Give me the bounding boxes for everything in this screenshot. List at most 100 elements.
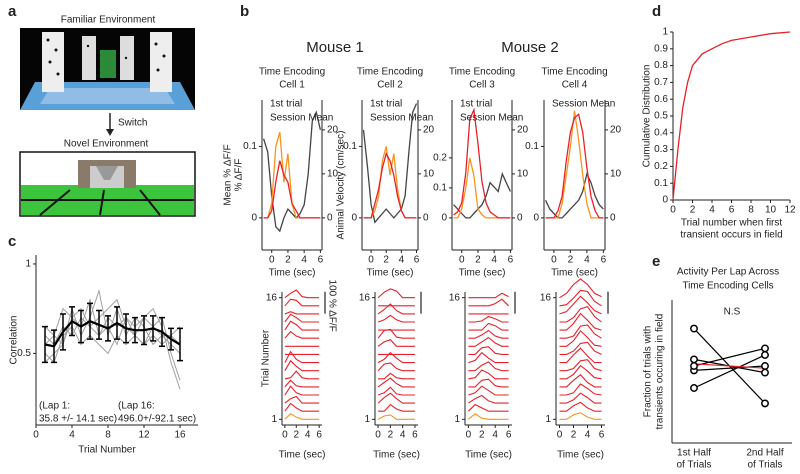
x-tick-label: 6	[599, 430, 605, 441]
trial-trace	[559, 305, 602, 323]
pair-line	[693, 365, 766, 371]
data-line	[44, 319, 181, 348]
y-tick-label: 0.9	[654, 43, 668, 54]
x-tick-label: 0	[375, 430, 381, 441]
chart-title: Time Encoding	[259, 67, 325, 78]
y-tick-label: 0.7	[654, 77, 668, 88]
trial-trace	[559, 295, 602, 315]
y-tick-label: 0	[251, 212, 257, 223]
env-label: Familiar Environment	[61, 15, 156, 26]
x-tick-label: 4	[399, 255, 405, 266]
y-tick-label: 0	[441, 213, 447, 224]
trial-trace	[468, 361, 509, 372]
y-tick-label: 16	[266, 292, 278, 303]
y-tick-label: 0	[533, 212, 539, 223]
mouse-label: Mouse 1	[306, 39, 364, 56]
trial-trace	[559, 383, 602, 396]
y-axis-label: Cumulative Distribution	[642, 65, 653, 168]
x-tick-label: 6	[318, 255, 324, 266]
trial-trace	[284, 313, 320, 323]
x-tick-label: 0	[466, 430, 472, 441]
arrow-label: Switch	[118, 118, 147, 129]
data-line	[44, 297, 181, 381]
x-tick-label: 2	[475, 255, 481, 266]
y-tick-label: 1	[662, 27, 668, 38]
y-tick-label: 20	[423, 125, 435, 136]
annotation: N.S	[724, 307, 741, 318]
y-tick-label: 0.4	[654, 127, 668, 138]
trial-trace	[377, 314, 415, 323]
trial-trace	[377, 392, 415, 404]
point	[761, 344, 769, 353]
chart-title: Cell 1	[279, 80, 305, 91]
x-tick-label: 0	[670, 205, 676, 216]
x-axis-label: Trial Number	[78, 445, 136, 456]
y-tick-label: 0	[351, 212, 357, 223]
trial-trace	[284, 330, 320, 339]
trial-trace	[284, 311, 320, 315]
y-tick-label: 0	[517, 213, 523, 224]
y-tick-label: 16	[540, 292, 552, 303]
y-tick-label: 20	[610, 125, 622, 136]
y-tick-label: 16	[359, 292, 371, 303]
trial-trace	[284, 298, 320, 307]
chart-title: Time Encoding Cells	[682, 281, 773, 292]
x-tick-label: 4	[69, 430, 75, 441]
x-tick-label: 6	[506, 430, 512, 441]
x-axis-label: Trial number when first	[681, 218, 783, 229]
y-tick-label: 0	[662, 195, 668, 206]
panel-label: c	[8, 233, 16, 250]
x-tick-label: 8	[105, 430, 111, 441]
trial-trace	[377, 328, 415, 339]
y-tick-label: 1	[271, 414, 277, 425]
trial-trace	[468, 385, 509, 396]
y2-axis-label: Animal Velocity (cm/sec)	[336, 131, 347, 240]
x-tick-label: 4	[491, 255, 497, 266]
trial-trace	[468, 351, 509, 364]
chart-title: Time Encoding	[449, 67, 515, 78]
chart-title: Cell 4	[562, 80, 588, 91]
x-tick-label: 4	[492, 430, 498, 441]
trial-trace	[284, 350, 320, 364]
y-axis-label: Fraction of trials with	[643, 326, 654, 418]
x-tick-label: of Trials	[676, 460, 711, 471]
legend-entry: Session Mean	[460, 113, 523, 124]
trial-trace	[559, 412, 602, 420]
point	[690, 362, 698, 370]
x-tick-label: 4	[585, 430, 591, 441]
trial-trace	[559, 330, 602, 347]
trial-trace	[559, 278, 602, 299]
data-line	[672, 31, 791, 201]
trial-trace	[468, 378, 509, 388]
trial-trace	[284, 385, 320, 396]
panel-label: a	[8, 3, 17, 20]
y-tick-label: 10	[423, 169, 435, 180]
legend-entry: Session Mean	[270, 113, 333, 124]
error-bar	[177, 327, 183, 362]
trial-trace	[468, 369, 509, 380]
x-axis-label: Time (sec)	[557, 450, 604, 461]
x-tick-label: 0	[33, 430, 39, 441]
x-tick-label: 2	[568, 255, 574, 266]
error-bar	[87, 302, 93, 340]
error-bar	[159, 316, 165, 348]
trial-trace	[559, 347, 602, 364]
x-tick-label: 6	[412, 430, 418, 441]
point	[690, 324, 698, 333]
trial-trace	[377, 386, 415, 396]
trial-trace	[468, 403, 509, 412]
y-tick-label: 0.1	[243, 141, 257, 152]
x-tick-label: 4	[400, 430, 406, 441]
x-tick-label: 0	[282, 430, 288, 441]
x-axis-label: transient occurs in field	[680, 230, 782, 241]
pair-line	[693, 363, 766, 369]
x-tick-label: of Trials	[747, 460, 782, 471]
arrow-head	[106, 129, 114, 136]
trial-trace	[377, 303, 415, 315]
x-tick-label: 8	[748, 205, 754, 216]
x-tick-label: 0	[368, 255, 374, 266]
x-tick-label: 4	[305, 430, 311, 441]
trial-trace	[559, 312, 602, 331]
